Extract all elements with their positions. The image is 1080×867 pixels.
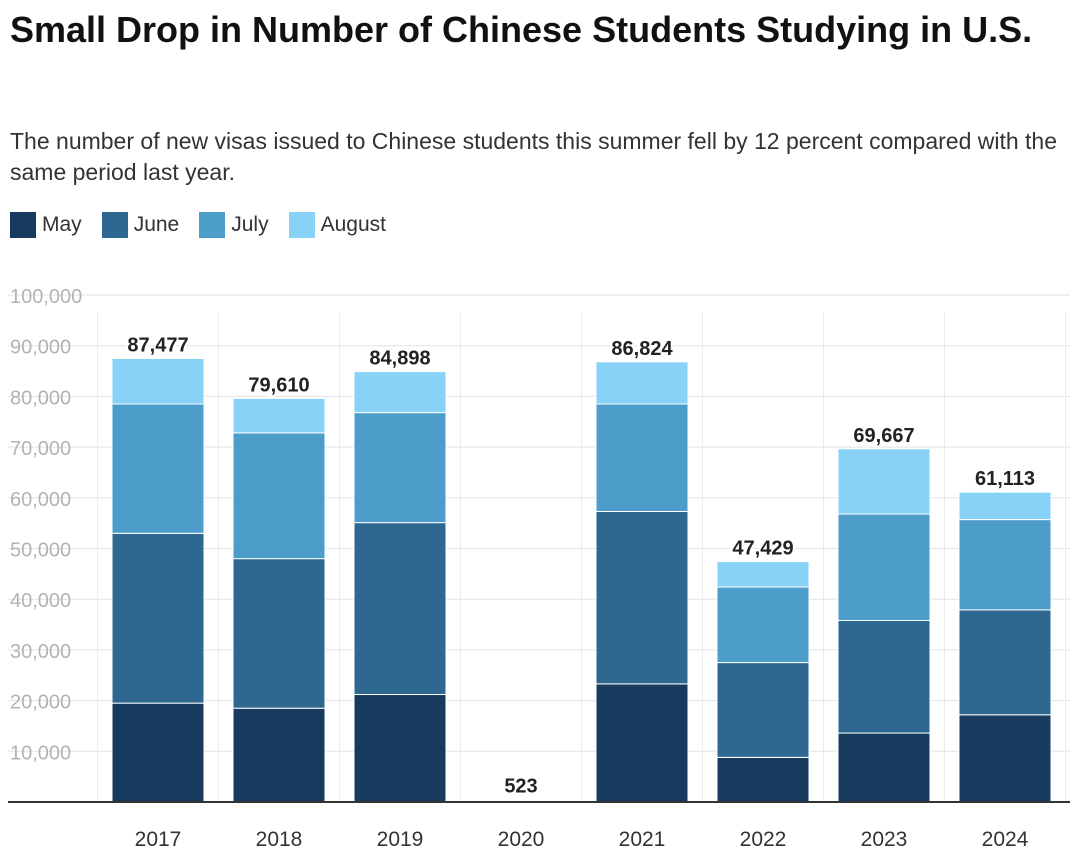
bar-segment-june-2022 — [716, 662, 810, 758]
legend-swatch-may — [10, 212, 36, 238]
bar-segment-may-2022 — [716, 756, 810, 803]
total-label-2021: 86,824 — [611, 338, 673, 360]
x-tick-label-2021: 2021 — [619, 828, 666, 851]
total-label-2022: 47,429 — [732, 538, 793, 560]
y-tick-label: 50,000 — [10, 540, 71, 562]
bar-segment-may-2017 — [111, 702, 205, 803]
legend-item-may: May — [10, 212, 82, 238]
y-tick-label: 100,000 — [10, 286, 82, 308]
bar-segment-august-2022 — [716, 561, 810, 588]
x-axis-tick-labels: 2017 2018 2019 2020 2021 2022 2023 2024 — [135, 828, 1029, 851]
x-tick-label-2023: 2023 — [861, 828, 908, 851]
bar-segment-july-2022 — [716, 586, 810, 664]
y-tick-label: 80,000 — [10, 387, 71, 409]
bar-segment-august-2020 — [474, 798, 568, 801]
y-tick-label: 30,000 — [10, 641, 71, 663]
bar-segment-july-2017 — [111, 403, 205, 534]
bar-segment-august-2017 — [111, 357, 205, 405]
legend-label-june: June — [133, 213, 180, 236]
stacked-bar-chart: 10,000 20,000 30,000 40,000 50,000 60,000 70,0… — [8, 286, 1070, 851]
y-axis-tick-labels: 10,000 20,000 30,000 40,000 50,000 60,000 70,0… — [10, 286, 82, 764]
legend-label-july: July — [231, 213, 269, 236]
legend-swatch-august — [288, 212, 315, 238]
legend-label-august: August — [320, 213, 386, 236]
x-tick-label-2024: 2024 — [982, 828, 1029, 851]
total-label-2017: 87,477 — [127, 334, 188, 356]
bar-segment-july-2018 — [232, 432, 326, 560]
x-tick-label-2020: 2020 — [498, 828, 545, 851]
bar-segment-july-2019 — [353, 412, 447, 524]
bar-segment-july-2024 — [958, 519, 1052, 611]
y-tick-label: 10,000 — [10, 742, 71, 764]
total-label-2019: 84,898 — [369, 348, 430, 370]
bar-segment-may-2021 — [595, 683, 689, 803]
bar-segment-june-2019 — [353, 522, 447, 696]
bar-segment-july-2021 — [595, 403, 689, 512]
bar-segment-may-2023 — [837, 732, 931, 803]
y-tick-label: 60,000 — [10, 489, 71, 511]
legend: May June July August — [10, 210, 406, 240]
legend-item-june: June — [101, 212, 180, 238]
bar-segment-june-2018 — [232, 558, 326, 709]
bar-segment-may-2018 — [232, 707, 326, 803]
y-tick-label: 20,000 — [10, 692, 71, 714]
legend-swatch-june — [101, 212, 128, 238]
bar-segment-may-2019 — [353, 694, 447, 803]
x-tick-label-2017: 2017 — [135, 828, 182, 851]
bar-segment-august-2024 — [958, 491, 1052, 521]
bar-total-labels: 87,477 79,610 84,898 523 86,824 47,429 69,667 6… — [125, 332, 1037, 799]
bar-segment-may-2024 — [958, 714, 1052, 803]
y-tick-label: 40,000 — [10, 590, 71, 612]
x-tick-label-2022: 2022 — [740, 828, 787, 851]
total-label-2018: 79,610 — [248, 374, 309, 396]
bar-segment-august-2018 — [232, 397, 326, 434]
bar-segment-august-2019 — [353, 371, 447, 414]
chart-title: Small Drop in Number of Chinese Students… — [10, 9, 1033, 50]
x-tick-label-2019: 2019 — [377, 828, 424, 851]
legend-label-may: May — [42, 213, 82, 236]
bar-segment-july-2023 — [837, 513, 931, 621]
legend-swatch-july — [199, 212, 226, 238]
y-tick-label: 70,000 — [10, 438, 71, 460]
chart-subtitle: The number of new visas issued to Chines… — [10, 128, 1058, 185]
bar-segment-june-2021 — [595, 510, 689, 685]
bar-segment-june-2017 — [111, 532, 205, 704]
bar-segment-august-2021 — [595, 361, 689, 405]
y-tick-label: 90,000 — [10, 337, 71, 359]
x-tick-label-2018: 2018 — [256, 828, 303, 851]
legend-item-july: July — [199, 212, 269, 238]
total-label-2023: 69,667 — [853, 425, 914, 447]
total-label-2024: 61,113 — [975, 468, 1035, 490]
bar-segment-june-2024 — [958, 609, 1052, 716]
bar-segment-august-2023 — [837, 448, 931, 515]
legend-item-august: August — [288, 212, 386, 238]
bars — [111, 357, 1052, 803]
bar-segment-june-2023 — [837, 619, 931, 734]
total-label-2020: 523 — [504, 775, 537, 797]
